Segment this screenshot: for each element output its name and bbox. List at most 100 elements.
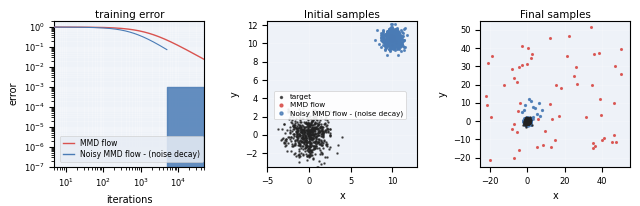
target: [316, 134, 326, 138]
Point: [522, 118, 532, 122]
Point: [524, 119, 534, 122]
Noisy MMD flow - (noise decay): [392, 53, 403, 57]
target: [301, 112, 311, 115]
target: [284, 109, 294, 113]
Point: [524, 119, 534, 122]
Point: [520, 120, 531, 123]
target: [301, 141, 312, 145]
Point: [523, 118, 533, 122]
Point: [524, 119, 534, 122]
target: [291, 127, 301, 130]
Point: [522, 118, 532, 121]
Noisy MMD flow - (noise decay): [381, 43, 392, 47]
target: [306, 133, 316, 136]
MMD flow: [385, 39, 396, 42]
Point: [523, 119, 533, 122]
Noisy MMD flow - (noise decay): [388, 31, 398, 35]
target: [316, 162, 326, 165]
Noisy MMD flow - (noise decay): [388, 35, 398, 38]
Point: [521, 115, 531, 118]
Point: [522, 121, 532, 124]
target: [279, 122, 289, 125]
Noisy MMD flow - (noise decay): [381, 36, 391, 39]
Noisy MMD flow - (noise decay): [390, 27, 401, 30]
Noisy MMD flow - (noise decay): [387, 29, 397, 32]
Noisy MMD flow - (noise decay): [389, 44, 399, 48]
target: [305, 129, 315, 132]
target: [316, 139, 326, 143]
target: [296, 140, 307, 143]
target: [305, 140, 315, 143]
Noisy MMD flow - (noise decay): [399, 38, 409, 41]
Point: [522, 119, 532, 122]
Point: [524, 117, 534, 120]
Point: [524, 119, 534, 123]
Point: [523, 118, 533, 121]
Noisy MMD flow - (noise decay): [394, 41, 404, 45]
Point: [522, 120, 532, 123]
Noisy MMD flow - (noise decay): [385, 40, 396, 43]
Point: [524, 121, 534, 125]
target: [314, 130, 324, 134]
Point: [522, 120, 532, 123]
Point: [523, 122, 533, 125]
Point: [520, 103, 531, 106]
Point: [520, 116, 530, 120]
target: [308, 134, 318, 137]
Noisy MMD flow - (noise decay): [385, 32, 395, 36]
Point: [520, 118, 531, 121]
target: [288, 124, 298, 128]
Point: [522, 119, 532, 122]
Point: [499, 84, 509, 87]
Point: [523, 119, 533, 123]
target: [309, 147, 319, 150]
target: [280, 144, 290, 147]
Noisy MMD flow - (noise decay): [393, 38, 403, 41]
MMD flow: [390, 39, 401, 42]
target: [323, 130, 333, 133]
Noisy MMD flow - (noise decay): [385, 38, 395, 41]
target: [281, 137, 291, 140]
Point: [523, 47, 533, 50]
Point: [522, 118, 532, 121]
Legend: target, MMD flow, Noisy MMD flow - (noise decay): target, MMD flow, Noisy MMD flow - (nois…: [274, 91, 406, 119]
Noisy MMD flow - (noise decay): [378, 31, 388, 34]
Point: [522, 121, 532, 124]
Point: [520, 122, 530, 125]
target: [303, 110, 313, 113]
Noisy MMD flow - (noise decay): [385, 34, 395, 38]
Noisy MMD flow - (noise decay): [384, 33, 394, 36]
target: [313, 165, 323, 169]
Point: [523, 120, 533, 123]
Point: [522, 119, 532, 123]
Noisy MMD flow - (noise decay): [388, 36, 398, 40]
Point: [520, 122, 531, 125]
Noisy MMD flow - (noise decay): [390, 40, 401, 43]
Point: [526, 118, 536, 122]
target: [296, 132, 307, 135]
Noisy MMD flow - (noise decay): [390, 37, 401, 41]
Point: [522, 121, 532, 124]
Noisy MMD flow - (noise decay): [383, 35, 394, 38]
Noisy MMD flow - (noise decay): [383, 36, 394, 40]
Point: [518, 119, 529, 123]
target: [306, 124, 316, 127]
target: [306, 148, 316, 152]
Noisy MMD flow - (noise decay): [387, 41, 397, 45]
Point: [524, 119, 534, 122]
target: [299, 138, 309, 141]
target: [294, 135, 304, 138]
Point: [520, 119, 530, 122]
Noisy MMD flow - (noise decay): [385, 33, 395, 36]
Noisy MMD flow - (noise decay): [392, 34, 403, 38]
target: [295, 142, 305, 146]
target: [298, 140, 308, 144]
Noisy MMD flow - (noise decay): [387, 39, 397, 42]
Noisy MMD flow - (noise decay): [383, 35, 393, 38]
Point: [522, 121, 532, 124]
Point: [520, 119, 531, 122]
Point: [522, 117, 532, 121]
Point: [522, 121, 532, 124]
target: [291, 133, 301, 137]
Noisy MMD flow - (noise decay): [390, 38, 400, 42]
